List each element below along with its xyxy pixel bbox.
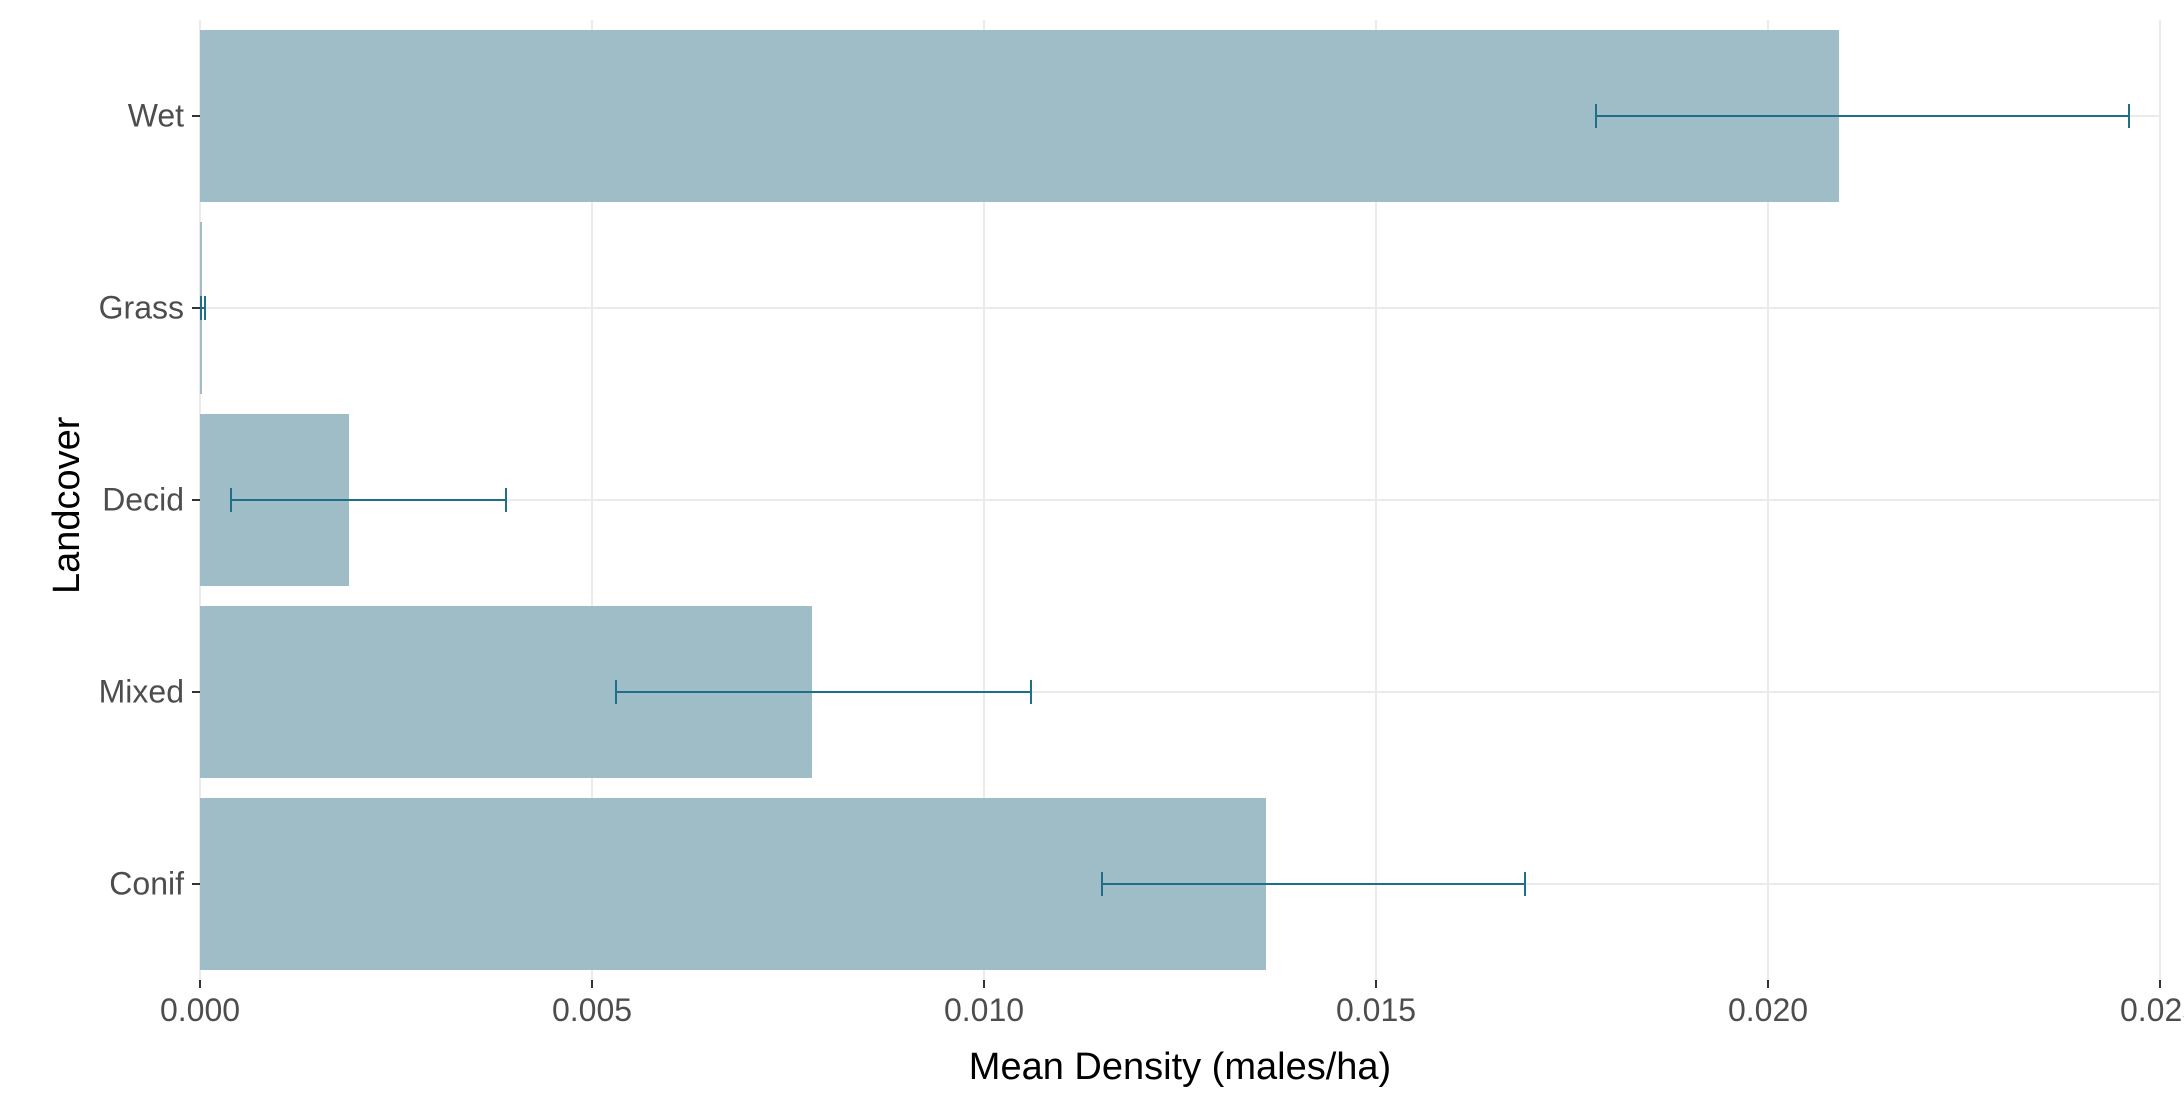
errorcap-high-conif [1524, 872, 1526, 895]
x-tick-mark [1767, 980, 1769, 988]
x-tick-label: 0.010 [944, 992, 1024, 1029]
density-by-landcover-chart: Landcover Mean Density (males/ha) 0.000 0… [0, 0, 2184, 1096]
x-tick-mark [591, 980, 593, 988]
errorcap-low-wet [1595, 104, 1597, 127]
errorcap-high-decid [505, 488, 507, 511]
errorbar-wet [1596, 115, 2129, 117]
y-tick-label: Wet [90, 98, 184, 135]
x-tick-label: 0.025 [2120, 992, 2184, 1029]
x-tick-label: 0.015 [1336, 992, 1416, 1029]
x-tick-label: 0.005 [552, 992, 632, 1029]
errorbar-conif [1102, 883, 1525, 885]
x-tick-mark [983, 980, 985, 988]
errorcap-high-mixed [1030, 680, 1032, 703]
bar-wet [200, 30, 1839, 203]
x-axis-title: Mean Density (males/ha) [880, 1046, 1480, 1089]
y-tick-label: Decid [90, 482, 184, 519]
errorcap-low-mixed [615, 680, 617, 703]
x-tick-label: 0.000 [160, 992, 240, 1029]
gridline-h [200, 307, 2160, 309]
plot-area [200, 20, 2160, 980]
x-tick-mark [2159, 980, 2161, 988]
y-tick-label: Conif [90, 866, 184, 903]
x-tick-mark [1375, 980, 1377, 988]
y-tick-label: Grass [90, 290, 184, 327]
y-tick-label: Mixed [90, 674, 184, 711]
errorbar-mixed [616, 691, 1032, 693]
errorcap-low-decid [230, 488, 232, 511]
errorcap-high-wet [2128, 104, 2130, 127]
errorbar-decid [231, 499, 505, 501]
errorcap-low-conif [1101, 872, 1103, 895]
x-tick-label: 0.020 [1728, 992, 1808, 1029]
x-tick-mark [199, 980, 201, 988]
y-axis-title: Landcover [46, 417, 89, 594]
errorcap-high-grass [204, 296, 206, 319]
